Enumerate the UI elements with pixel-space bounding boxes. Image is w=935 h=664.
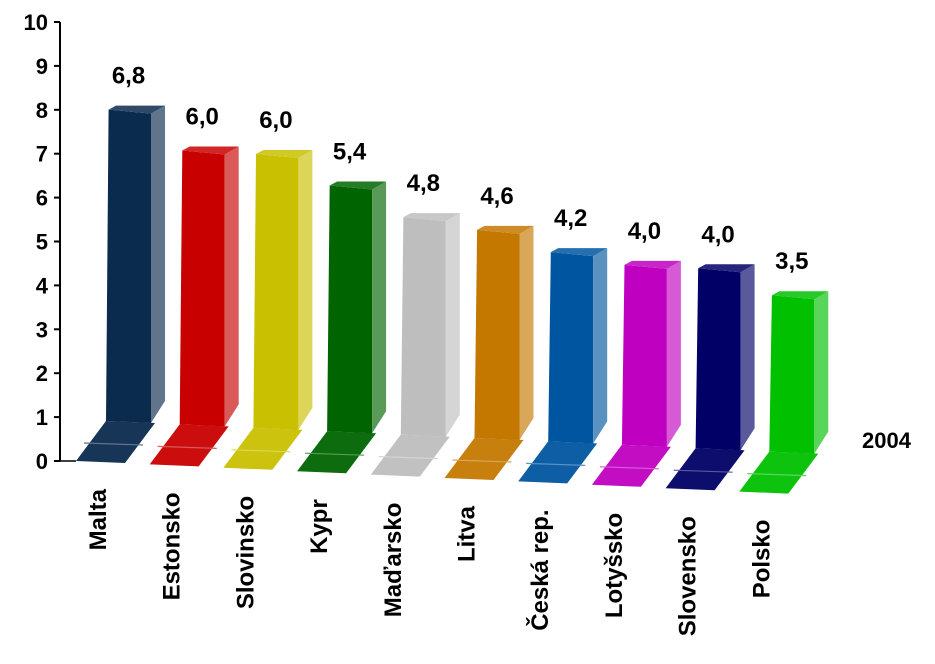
bar-top — [256, 149, 313, 158]
bar-base-line — [231, 449, 291, 453]
bar-top — [550, 248, 608, 257]
bar-base — [223, 427, 303, 470]
y-axis: 0 1 2 3 4 5 6 7 8 9 10 — [24, 10, 76, 474]
series-label: 2004 — [862, 428, 912, 453]
y-tick-label: 10 — [24, 10, 48, 35]
bar-wall — [106, 109, 151, 423]
bar-wall — [179, 150, 225, 427]
category-label: Polsko — [748, 520, 775, 599]
bar-side — [224, 146, 239, 427]
bar-wall — [621, 264, 667, 447]
bar-base-line — [157, 445, 217, 449]
category-label: Maďarsko — [380, 503, 407, 618]
bar-base-line — [747, 473, 807, 477]
y-tick-label: 3 — [36, 317, 48, 342]
bar-base — [444, 438, 524, 480]
category-label: Česká rep. — [526, 509, 554, 630]
bar-base-line — [83, 442, 144, 446]
y-tick-label: 4 — [36, 273, 49, 298]
bar-top — [624, 260, 681, 269]
bar-side — [519, 225, 534, 440]
category-label: Kypr — [306, 499, 333, 554]
category-label: Estonsko — [159, 492, 186, 600]
y-tick-label: 5 — [36, 230, 48, 255]
data-label: 4,2 — [554, 205, 587, 232]
bar-side — [298, 149, 313, 430]
bar-side — [372, 181, 387, 434]
bar-base — [518, 441, 598, 484]
bar-base — [149, 424, 229, 467]
bar-base-line — [452, 459, 512, 463]
y-tick-label: 2 — [36, 361, 48, 386]
y-tick-label: 8 — [36, 98, 48, 123]
data-label: 6,0 — [259, 107, 292, 134]
category-label: Litva — [454, 505, 481, 562]
data-label: 3,5 — [775, 248, 808, 275]
bar-wall — [400, 217, 446, 437]
data-label: 4,8 — [407, 170, 440, 197]
category-label: Malta — [85, 488, 112, 550]
bar-base — [665, 448, 745, 491]
category-label: Lotyšsko — [601, 513, 628, 618]
y-tick-label: 7 — [36, 142, 48, 167]
data-label: 6,8 — [112, 63, 145, 90]
data-label: 5,4 — [333, 139, 367, 166]
bar-side — [740, 264, 755, 451]
bar-base — [370, 434, 450, 477]
bar-base-line — [305, 452, 365, 456]
data-label: 4,0 — [701, 221, 734, 248]
bars — [76, 105, 829, 494]
bar-wall — [253, 153, 299, 430]
labels: 6,8 Malta 6,0 Estonsko 6,0 Slovinsko 5,4 Kypr 4,… — [85, 63, 912, 637]
bar-base — [297, 431, 377, 474]
bar-side — [151, 105, 165, 423]
bar-top — [771, 291, 829, 300]
bar-wall — [548, 252, 594, 444]
data-label: 6,0 — [186, 104, 219, 131]
data-label: 4,6 — [480, 183, 513, 210]
category-label: Slovinsko — [232, 496, 259, 609]
y-tick-label: 6 — [36, 186, 48, 211]
bar-top — [477, 225, 534, 234]
bar-top — [182, 146, 239, 155]
bar-wall — [327, 185, 373, 434]
y-tick-label: 1 — [36, 405, 48, 430]
bar-side — [445, 213, 460, 437]
bar-wall — [695, 268, 741, 451]
bar-base — [76, 421, 155, 463]
bar-base-line — [526, 462, 586, 466]
bar-side — [814, 291, 829, 454]
bar-top — [698, 264, 755, 273]
y-tick-label: 9 — [36, 54, 48, 79]
category-label: Slovensko — [675, 516, 702, 636]
bar-top — [329, 181, 387, 190]
bar-base — [739, 451, 819, 494]
bar-side — [593, 248, 608, 444]
bar-wall — [474, 229, 520, 440]
bar-base-line — [599, 466, 659, 470]
bar-side — [666, 260, 681, 447]
bar-wall — [769, 295, 815, 454]
bar-top — [403, 213, 460, 222]
y-tick-label: 0 — [36, 449, 48, 474]
bar-base — [591, 444, 671, 487]
bar-base-line — [673, 469, 733, 473]
data-label: 4,0 — [628, 218, 661, 245]
bar-base-line — [378, 456, 438, 460]
bar-top — [108, 105, 165, 114]
